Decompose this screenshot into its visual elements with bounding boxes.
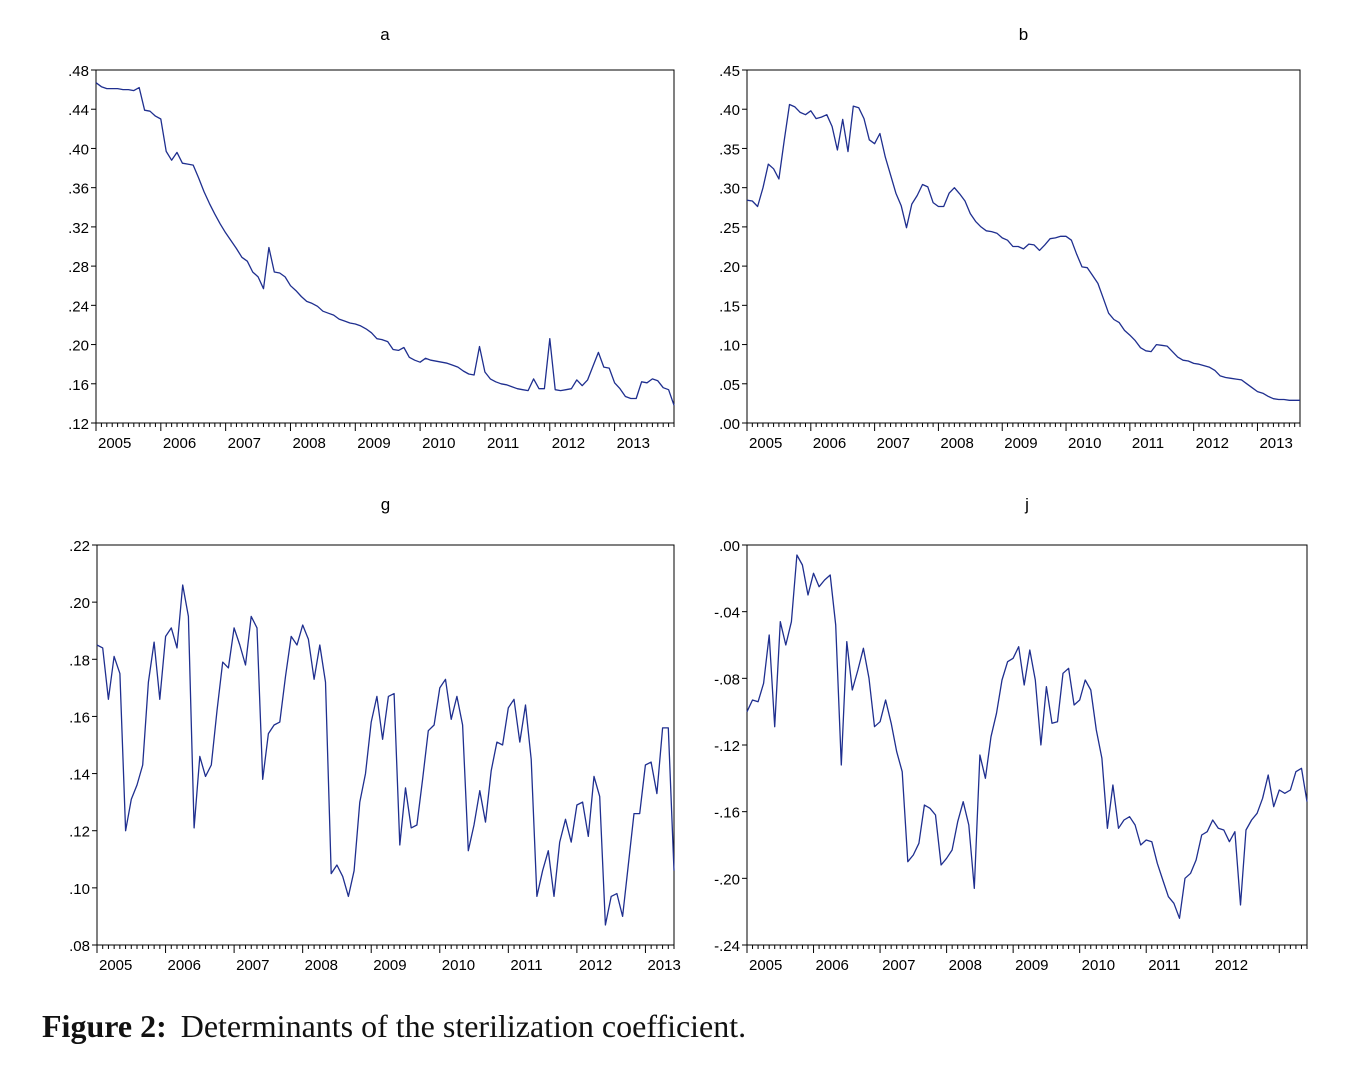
x-tick-label-b: 2010 — [1068, 435, 1101, 452]
y-tick-label-a: .24 — [68, 298, 89, 315]
y-tick-label-j: -.12 — [714, 738, 740, 755]
chart-panel-a: a .12 .16 .20 .24 .28 .32 .36 .40 .44 .48 2005 2006 2… — [0, 0, 690, 470]
x-tick-label-a: 2010 — [422, 435, 455, 452]
chart-title-g: g — [381, 495, 390, 514]
y-tick-label-j: .00 — [719, 538, 740, 555]
x-tick-label-a: 2007 — [228, 435, 261, 452]
x-tick-label-j: 2012 — [1215, 957, 1248, 974]
figure-caption: Figure 2: Determinants of the sterilizati… — [42, 1008, 746, 1045]
y-tick-label-j: -.04 — [714, 605, 740, 622]
x-tick-label-a: 2005 — [98, 435, 131, 452]
series-line-j — [746, 554, 1308, 919]
x-tick-label-g: 2012 — [579, 957, 612, 974]
chart-panel-j: j -.24 -.20 -.16 -.12 -.08 -.04 .00 2005 2006 2007… — [660, 480, 1345, 990]
x-tick-label-b: 2008 — [940, 435, 973, 452]
caption-label: Figure 2: — [42, 1008, 167, 1044]
y-tick-label-a: .48 — [68, 63, 89, 80]
y-tick-label-a: .28 — [68, 259, 89, 276]
y-tick-label-a: .36 — [68, 181, 89, 198]
y-tick-label-a: .44 — [68, 102, 89, 119]
y-tick-label-b: .45 — [719, 63, 740, 80]
x-tick-label-a: 2006 — [163, 435, 196, 452]
line-chart-g: g .08 .10 .12 .14 .16 .18 .20 .22 2005 2006 2007 200… — [69, 495, 681, 974]
line-chart-b: b .00 .05 .10 .15 .20 .25 .30 .35 .40 .45 2005 2006 2… — [719, 25, 1301, 452]
x-tick-label-b: 2006 — [813, 435, 846, 452]
x-tick-label-b: 2011 — [1132, 435, 1164, 452]
x-tick-label-a: 2013 — [617, 435, 650, 452]
y-tick-label-b: .40 — [719, 102, 740, 119]
y-tick-label-g: .18 — [69, 652, 90, 669]
y-tick-label-b: .10 — [719, 338, 740, 355]
x-tick-label-j: 2010 — [1082, 957, 1115, 974]
y-tick-label-a: .20 — [68, 338, 89, 355]
caption-text: Determinants of the sterilization coeffi… — [180, 1008, 747, 1044]
x-tick-label-g: 2006 — [168, 957, 201, 974]
y-tick-label-b: .15 — [719, 298, 740, 315]
y-tick-label-g: .14 — [69, 767, 90, 784]
x-tick-label-g: 2007 — [236, 957, 269, 974]
plot-frame-j — [746, 544, 1308, 946]
line-chart-j: j -.24 -.20 -.16 -.12 -.08 -.04 .00 2005 2006 2007… — [714, 495, 1308, 974]
y-tick-label-g: .22 — [69, 538, 90, 555]
x-tick-label-g: 2013 — [647, 957, 680, 974]
series-line-a — [95, 82, 675, 406]
chart-title-a: a — [380, 25, 390, 44]
x-tick-label-b: 2009 — [1004, 435, 1037, 452]
x-tick-label-b: 2013 — [1259, 435, 1292, 452]
y-tick-label-a: .12 — [68, 416, 89, 433]
x-tick-label-a: 2008 — [292, 435, 325, 452]
y-tick-label-g: .12 — [69, 824, 90, 841]
y-tick-label-b: .20 — [719, 259, 740, 276]
series-line-b — [746, 103, 1300, 401]
y-tick-label-j: -.16 — [714, 805, 740, 822]
chart-panel-b: b .00 .05 .10 .15 .20 .25 .30 .35 .40 .45 2005 2006 2… — [660, 0, 1345, 470]
y-tick-label-b: .00 — [719, 416, 740, 433]
y-tick-label-b: .35 — [719, 141, 740, 158]
x-tick-label-b: 2005 — [749, 435, 782, 452]
x-tick-label-g: 2010 — [442, 957, 475, 974]
x-tick-label-g: 2009 — [373, 957, 406, 974]
x-tick-label-b: 2007 — [877, 435, 910, 452]
x-tick-label-j: 2011 — [1148, 957, 1180, 974]
chart-panel-g: g .08 .10 .12 .14 .16 .18 .20 .22 2005 2006 2007 200… — [0, 480, 690, 990]
chart-title-j: j — [1024, 495, 1029, 514]
chart-title-b: b — [1019, 25, 1028, 44]
x-tick-label-j: 2005 — [749, 957, 782, 974]
y-tick-label-g: .16 — [69, 709, 90, 726]
x-tick-label-a: 2012 — [552, 435, 585, 452]
y-tick-label-b: .05 — [719, 377, 740, 394]
y-tick-label-g: .10 — [69, 881, 90, 898]
x-tick-label-b: 2012 — [1196, 435, 1229, 452]
y-tick-label-g: .08 — [69, 938, 90, 955]
y-tick-label-g: .20 — [69, 595, 90, 612]
y-tick-label-j: -.08 — [714, 671, 740, 688]
y-tick-label-a: .16 — [68, 377, 89, 394]
x-tick-label-j: 2009 — [1015, 957, 1048, 974]
x-tick-label-j: 2008 — [949, 957, 982, 974]
line-chart-a: a .12 .16 .20 .24 .28 .32 .36 .40 .44 .48 2005 2006 2… — [68, 25, 675, 452]
y-tick-label-b: .30 — [719, 181, 740, 198]
y-tick-label-j: -.20 — [714, 871, 740, 888]
y-tick-label-a: .40 — [68, 141, 89, 158]
x-tick-label-a: 2011 — [487, 435, 519, 452]
x-tick-label-j: 2006 — [816, 957, 849, 974]
x-tick-label-a: 2009 — [357, 435, 390, 452]
series-line-g — [96, 584, 675, 926]
x-tick-label-g: 2008 — [305, 957, 338, 974]
y-tick-label-j: -.24 — [714, 938, 740, 955]
plot-frame-g — [96, 544, 675, 946]
y-tick-label-b: .25 — [719, 220, 740, 237]
x-tick-label-g: 2005 — [99, 957, 132, 974]
x-tick-label-g: 2011 — [510, 957, 542, 974]
y-tick-label-a: .32 — [68, 220, 89, 237]
x-tick-label-j: 2007 — [882, 957, 915, 974]
plot-frame-a — [95, 69, 675, 424]
